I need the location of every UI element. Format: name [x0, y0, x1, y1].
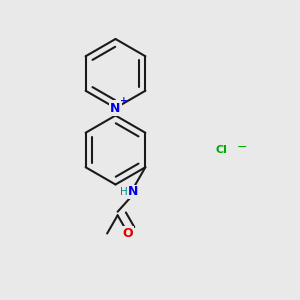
- Text: Cl: Cl: [216, 145, 228, 155]
- Text: N: N: [110, 101, 121, 115]
- Text: H: H: [120, 187, 128, 197]
- Text: +: +: [120, 96, 128, 105]
- Text: O: O: [123, 227, 134, 240]
- Text: N: N: [128, 185, 139, 198]
- Text: −: −: [236, 140, 247, 154]
